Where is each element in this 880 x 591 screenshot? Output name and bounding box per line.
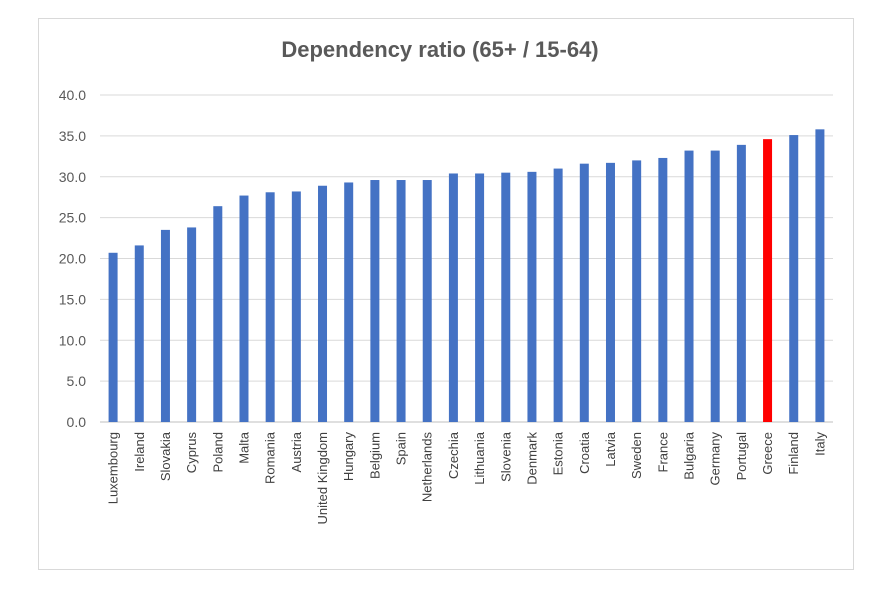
x-category-label: Austria bbox=[289, 431, 304, 472]
bar bbox=[789, 135, 799, 422]
bar bbox=[579, 163, 589, 423]
bar bbox=[213, 206, 223, 422]
bar bbox=[160, 229, 170, 422]
bar bbox=[605, 162, 615, 423]
x-category-label: Croatia bbox=[577, 431, 592, 474]
x-category-label: Italy bbox=[812, 432, 827, 456]
x-category-label: Estonia bbox=[551, 431, 566, 475]
bar bbox=[187, 227, 197, 422]
bar bbox=[344, 182, 354, 422]
x-category-label: Latvia bbox=[603, 431, 618, 466]
bar bbox=[108, 252, 118, 422]
bar bbox=[710, 150, 720, 422]
bar bbox=[736, 144, 746, 422]
bar bbox=[475, 173, 485, 422]
x-category-label: Poland bbox=[210, 432, 225, 472]
y-tick-label: 35.0 bbox=[59, 128, 86, 144]
x-category-label: Belgium bbox=[367, 432, 382, 479]
y-tick-label: 15.0 bbox=[59, 291, 86, 307]
bar bbox=[396, 180, 406, 422]
bar bbox=[448, 173, 458, 422]
bar bbox=[527, 171, 537, 422]
bar bbox=[265, 192, 275, 422]
y-tick-label: 0.0 bbox=[67, 414, 87, 430]
bar bbox=[684, 150, 694, 422]
bar bbox=[658, 157, 668, 422]
x-category-label: Bulgaria bbox=[682, 431, 697, 479]
x-category-label: Czechia bbox=[446, 431, 461, 479]
bar bbox=[815, 129, 825, 422]
x-category-label: Portugal bbox=[734, 432, 749, 481]
x-category-label: France bbox=[655, 432, 670, 472]
bar bbox=[318, 185, 328, 422]
y-tick-label: 40.0 bbox=[59, 87, 86, 103]
x-category-label: Luxembourg bbox=[106, 432, 121, 504]
x-category-label: Spain bbox=[394, 432, 409, 465]
x-category-label: Cyprus bbox=[184, 432, 199, 474]
x-category-label: Slovenia bbox=[498, 431, 513, 482]
x-category-label: Slovakia bbox=[158, 431, 173, 481]
bar bbox=[763, 139, 773, 422]
bar bbox=[291, 191, 301, 422]
x-category-label: Denmark bbox=[524, 432, 539, 485]
bar bbox=[632, 160, 642, 422]
bar bbox=[239, 195, 249, 422]
x-category-label: Hungary bbox=[341, 432, 356, 482]
x-category-label: Lithuania bbox=[472, 431, 487, 485]
x-category-label: Romania bbox=[263, 431, 278, 484]
x-category-label: United Kingdom bbox=[315, 432, 330, 525]
x-category-label: Finland bbox=[786, 432, 801, 475]
x-category-label: Germany bbox=[708, 432, 723, 486]
bar bbox=[501, 172, 511, 422]
x-category-label: Sweden bbox=[629, 432, 644, 479]
chart-title: Dependency ratio (65+ / 15-64) bbox=[281, 37, 599, 62]
x-category-label: Greece bbox=[760, 432, 775, 475]
y-tick-label: 25.0 bbox=[59, 210, 86, 226]
y-tick-label: 5.0 bbox=[67, 373, 87, 389]
bar bbox=[553, 168, 563, 422]
bar bbox=[370, 180, 380, 422]
y-tick-label: 10.0 bbox=[59, 332, 86, 348]
y-tick-label: 30.0 bbox=[59, 169, 86, 185]
x-category-label: Netherlands bbox=[420, 432, 435, 503]
y-tick-label: 20.0 bbox=[59, 251, 86, 267]
x-category-label: Ireland bbox=[132, 432, 147, 472]
x-category-label: Malta bbox=[236, 431, 251, 464]
bar bbox=[422, 180, 432, 422]
bar bbox=[134, 245, 144, 422]
